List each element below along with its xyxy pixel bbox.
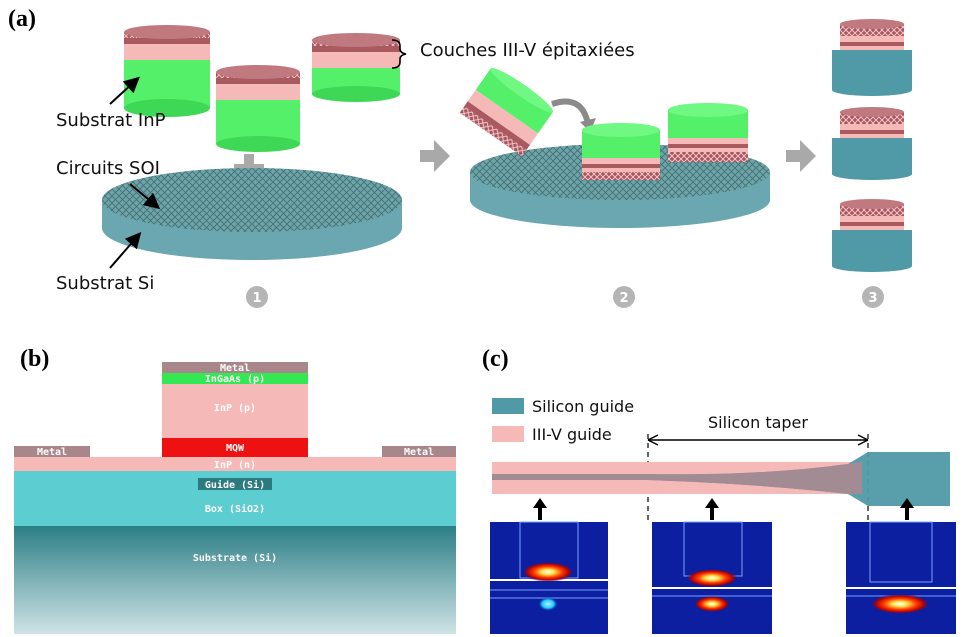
overlap-region (492, 462, 862, 494)
bonded-wafer-b (668, 103, 748, 162)
inp-arrow (109, 76, 140, 105)
inp-wafer-3 (312, 33, 400, 102)
mode-arrow-3-head (900, 498, 914, 508)
guide-label: Guide (Si) (205, 479, 265, 491)
box-label: Box (SiO2) (205, 503, 265, 515)
guide-layer (198, 478, 272, 490)
label-si-substrate: Substrat Si (56, 273, 154, 294)
flipping-wafer (459, 67, 554, 157)
mqw-layer (162, 438, 308, 457)
mode-profile-2 (652, 521, 772, 634)
taper-label: Silicon taper (708, 413, 808, 432)
step-badge-3: 3 (862, 286, 884, 308)
panel-b: (b) Substrate (Si) Box (SiO2) Guide (Si)… (14, 346, 456, 634)
mode-arrow-2-head (705, 498, 719, 508)
metal-right-label: Metal (404, 447, 434, 458)
panel-b-letter: (b) (20, 346, 49, 372)
mode-profile-3 (846, 521, 956, 634)
inp-n-layer (14, 457, 456, 471)
epi-brace (391, 39, 407, 69)
metal-top-label: Metal (220, 363, 250, 374)
bonded-wafer-a (582, 123, 660, 180)
taper-dimension-heads (647, 434, 869, 446)
metal-top-layer (162, 362, 308, 373)
label-inp-substrate: Substrat InP (56, 110, 166, 131)
substrate-label: Substrate (Si) (193, 552, 277, 564)
inp-p-label: InP (p) (214, 403, 256, 414)
metal-left-layer (14, 446, 90, 457)
inp-n-label: InP (n) (214, 460, 256, 471)
label-soi-circuits: Circuits SOI (56, 158, 160, 179)
legend-iiiv-swatch (492, 426, 524, 442)
flip-arrow-head (580, 118, 596, 132)
result-stack-3 (832, 199, 912, 272)
panel-c-letter: (c) (482, 346, 509, 372)
metal-left-label: Metal (37, 447, 67, 458)
ingaas-layer (162, 373, 308, 384)
mqw-label: MQW (226, 443, 245, 454)
si-arrow (109, 231, 142, 269)
panel-a: (a) Couches I (0, 0, 965, 318)
ingaas-label: InGaAs (p) (205, 374, 265, 385)
step-badge-1: 1 (246, 286, 268, 308)
inp-wafer-2 (216, 65, 300, 152)
panel-a-letter: (a) (8, 6, 36, 32)
result-stack-1 (832, 19, 912, 96)
result-stack-2 (832, 107, 912, 180)
substrate-layer (14, 526, 456, 634)
soi-arrow (129, 183, 161, 210)
legend-silicon-swatch (492, 398, 524, 414)
legend-iiiv-label: III-V guide (532, 425, 612, 444)
svg-text:3: 3 (868, 291, 877, 306)
label-epitaxial-layers: Couches III-V épitaxiées (420, 40, 635, 61)
svg-text:2: 2 (619, 291, 628, 306)
mode-profile-1 (490, 521, 608, 634)
svg-text:1: 1 (252, 291, 261, 306)
inp-wafer-1 (124, 25, 210, 117)
panel-c: (c) Silicon guide III-V guide Silicon ta… (482, 346, 956, 634)
si-wafer-1 (102, 168, 402, 260)
inp-p-layer (162, 384, 308, 438)
legend-silicon-label: Silicon guide (532, 397, 634, 416)
step-badge-2: 2 (613, 286, 635, 308)
flip-arrow-icon (551, 98, 591, 125)
mode-arrow-1-head (533, 498, 547, 508)
step-arrow-1 (420, 140, 450, 172)
metal-right-layer (382, 446, 456, 457)
step-arrow-2 (786, 140, 816, 172)
